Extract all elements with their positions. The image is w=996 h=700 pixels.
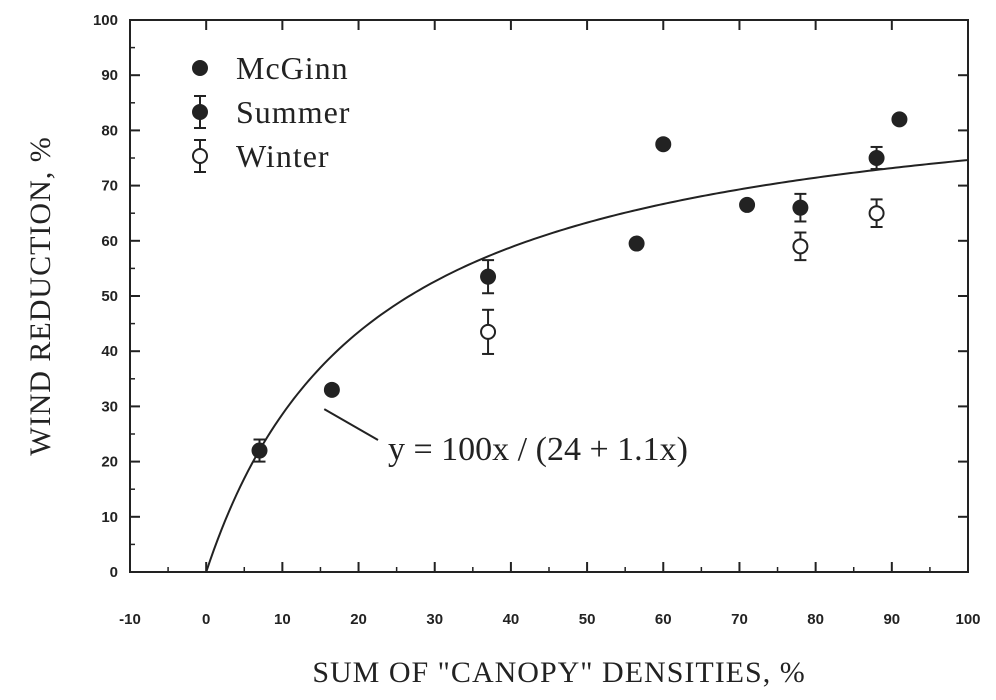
filled-circle-point [739, 196, 756, 213]
filled-circle-point [891, 111, 908, 128]
filled-circle-point [323, 381, 340, 398]
filled-circle-point [868, 150, 885, 166]
y-tick-label: 70 [101, 178, 118, 195]
filled-circle-point [480, 268, 497, 285]
open-circle-point [868, 205, 885, 222]
annotation-leader-line [323, 408, 379, 441]
x-tick-label: 80 [807, 611, 824, 628]
filled-circle-point [628, 235, 645, 252]
x-tick-label: 70 [731, 611, 748, 628]
y-tick-label: 80 [101, 122, 118, 139]
x-tick-label: 60 [655, 611, 672, 628]
legend-marker [192, 148, 208, 164]
data-points [251, 111, 908, 463]
filled-circle-point [251, 442, 268, 459]
x-tick-label: 30 [426, 611, 443, 628]
legend-marker [192, 60, 208, 76]
x-tick-label: 50 [579, 611, 596, 628]
legend: McGinn Summer Winter [192, 50, 350, 174]
x-tick-label: 100 [955, 611, 980, 628]
legend-label: Winter [236, 138, 330, 174]
fit-curve [205, 159, 969, 573]
legend-label: McGinn [236, 50, 349, 86]
filled-circle-point [655, 136, 672, 153]
y-tick-label: 90 [101, 67, 118, 84]
fit-curve-group [205, 159, 969, 573]
fit-equation-label: y = 100x / (24 + 1.1x) [388, 431, 688, 468]
open-circle-point [792, 238, 809, 255]
x-tick-label: -10 [119, 611, 141, 628]
y-tick-label: 10 [101, 509, 118, 526]
y-tick-label: 30 [101, 398, 118, 415]
y-tick-label: 40 [101, 343, 118, 360]
x-tick-label: 90 [883, 611, 900, 628]
y-axis-title: WIND REDUCTION, % [24, 136, 57, 455]
x-tick-label: 0 [202, 611, 210, 628]
y-axis-ticks: 0 10 20 30 40 50 60 70 80 90 100 [93, 12, 968, 581]
y-tick-label: 20 [101, 454, 118, 471]
x-axis-ticks: -10 0 10 20 30 40 50 60 70 80 90 100 [119, 20, 981, 628]
y-tick-label: 100 [93, 12, 118, 29]
filled-circle-point [792, 199, 809, 216]
y-tick-label: 50 [101, 288, 118, 305]
legend-label: Summer [236, 94, 350, 130]
open-circle-point [480, 323, 497, 340]
x-tick-label: 10 [274, 611, 291, 628]
equation-annotation: y = 100x / (24 + 1.1x) [323, 408, 688, 468]
x-tick-label: 40 [503, 611, 520, 628]
y-tick-label: 0 [110, 564, 118, 581]
legend-marker [192, 104, 208, 120]
x-axis-title: SUM OF "CANOPY" DENSITIES, % [312, 656, 805, 689]
y-tick-label: 60 [101, 233, 118, 250]
x-tick-label: 20 [350, 611, 367, 628]
